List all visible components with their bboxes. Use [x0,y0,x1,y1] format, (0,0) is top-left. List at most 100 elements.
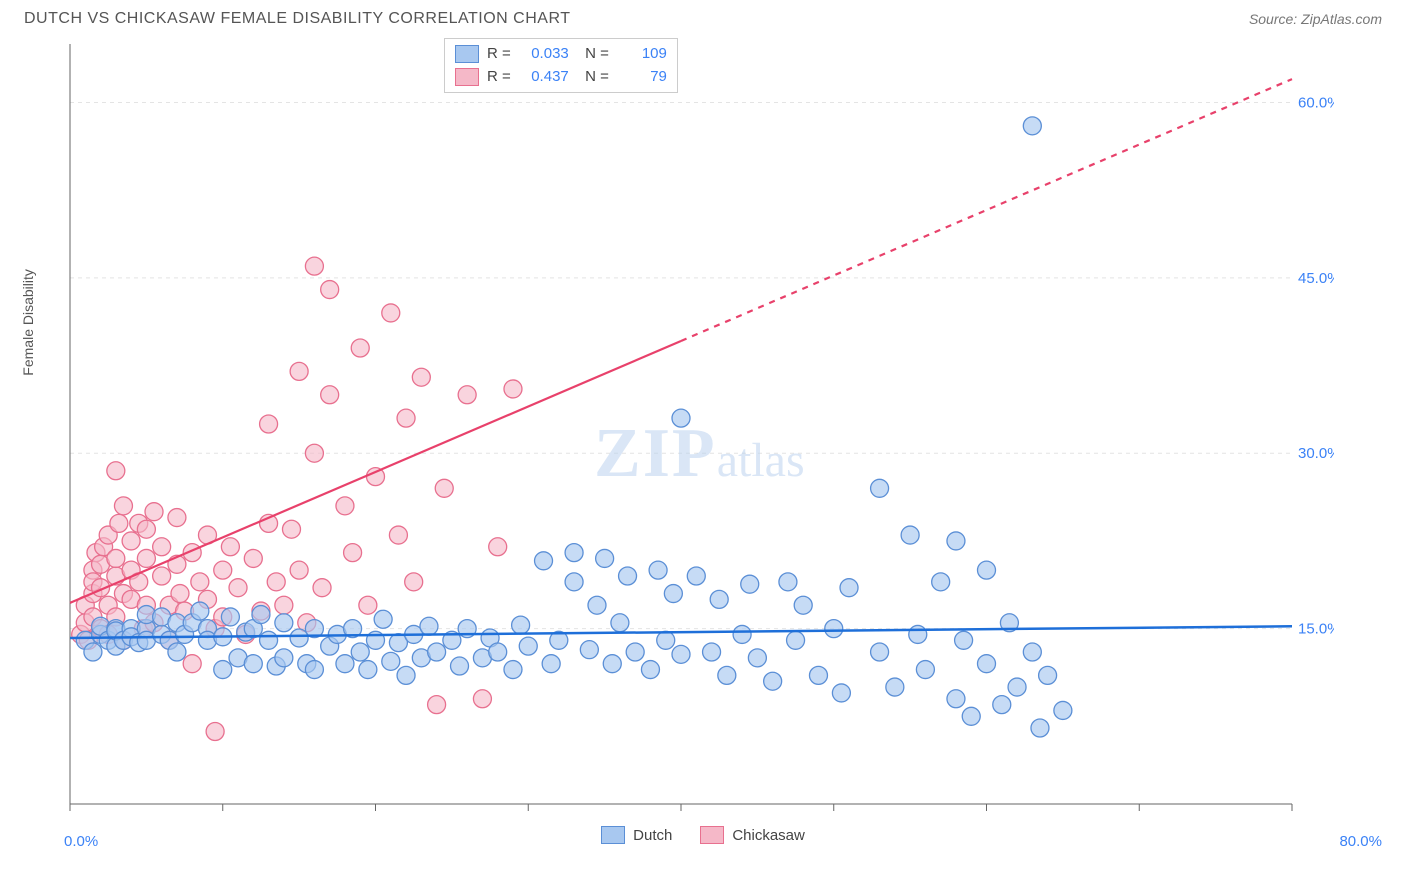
data-point [313,579,331,597]
data-point [244,549,262,567]
y-grid-label: 45.0% [1298,270,1334,287]
legend-swatch [455,68,479,86]
data-point [359,596,377,614]
data-point [428,696,446,714]
data-point [244,655,262,673]
data-point [871,643,889,661]
data-point [978,655,996,673]
legend-stats: R = 0.033 N = 109R =0.437 N =79 [444,38,678,93]
data-point [1023,643,1041,661]
data-point [489,538,507,556]
data-point [344,544,362,562]
data-point [603,655,621,673]
data-point [664,585,682,603]
data-point [321,386,339,404]
data-point [871,479,889,497]
data-point [542,655,560,673]
y-grid-label: 15.0% [1298,621,1334,638]
data-point [305,661,323,679]
data-point [504,661,522,679]
data-point [710,590,728,608]
legend-r-value: 0.033 [519,43,569,66]
chart-title: DUTCH VS CHICKASAW FEMALE DISABILITY COR… [24,10,571,28]
data-point [794,596,812,614]
data-point [214,661,232,679]
data-point [672,645,690,663]
data-point [504,380,522,398]
data-point [588,596,606,614]
data-point [565,573,583,591]
data-point [718,666,736,684]
data-point [168,509,186,527]
data-point [435,479,453,497]
data-point [909,625,927,643]
data-point [947,532,965,550]
data-point [886,678,904,696]
legend-swatch [455,45,479,63]
legend-n-label: N = [577,43,609,66]
data-point [382,652,400,670]
data-point [110,514,128,532]
legend-label: Dutch [633,827,672,844]
y-grid-label: 60.0% [1298,94,1334,111]
data-point [252,606,270,624]
data-point [290,561,308,579]
data-point [672,409,690,427]
data-point [351,643,369,661]
x-axis-max-label: 80.0% [1339,833,1382,850]
legend-n-value: 109 [617,43,667,66]
data-point [619,567,637,585]
data-point [458,386,476,404]
x-axis-min-label: 0.0% [64,833,98,850]
data-point [473,690,491,708]
data-point [397,409,415,427]
data-point [336,497,354,515]
data-point [901,526,919,544]
legend-r-label: R = [487,43,511,66]
data-point [275,596,293,614]
data-point [703,643,721,661]
chart-container: Female Disability 15.0%30.0%45.0%60.0% Z… [24,34,1382,824]
data-point [649,561,667,579]
data-point [412,368,430,386]
data-point [221,608,239,626]
data-point [420,617,438,635]
data-point [489,643,507,661]
data-point [1023,117,1041,135]
data-point [657,631,675,649]
data-point [84,643,102,661]
data-point [1031,719,1049,737]
data-point [191,573,209,591]
data-point [282,520,300,538]
legend-r-label: R = [487,66,511,89]
data-point [733,625,751,643]
data-point [206,723,224,741]
data-point [336,655,354,673]
legend-item: Dutch [601,826,672,844]
data-point [153,567,171,585]
trend-line-dash [681,79,1292,341]
data-point [947,690,965,708]
data-point [171,585,189,603]
data-point [993,696,1011,714]
legend-stat-row: R =0.437 N =79 [455,66,667,89]
source-label: Source: ZipAtlas.com [1249,11,1382,27]
legend-swatch [601,826,625,844]
data-point [137,549,155,567]
data-point [260,631,278,649]
data-point [260,415,278,433]
data-point [107,549,125,567]
data-point [107,462,125,480]
data-point [267,573,285,591]
data-point [321,281,339,299]
data-point [748,649,766,667]
data-point [137,520,155,538]
data-point [451,657,469,675]
data-point [764,672,782,690]
legend-item: Chickasaw [700,826,805,844]
data-point [535,552,553,570]
data-point [168,643,186,661]
data-point [832,684,850,702]
data-point [389,526,407,544]
data-point [145,503,163,521]
